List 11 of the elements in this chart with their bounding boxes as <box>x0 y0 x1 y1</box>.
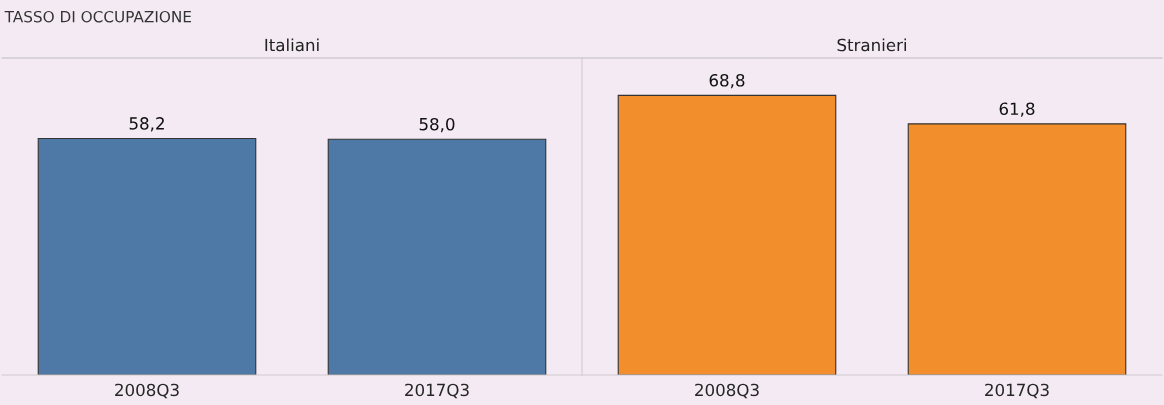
x-tick-label: 2017Q3 <box>405 383 469 399</box>
chart-subtitle: Italiani <box>265 38 319 52</box>
x-tick-label: 2017Q3 <box>985 383 1049 399</box>
data-label: 61,8 <box>999 102 1035 117</box>
chart-title: TASSO DI OCCUPAZIONE <box>4 10 191 23</box>
data-label: 68,8 <box>709 74 745 89</box>
data-label: 58,2 <box>129 117 164 132</box>
data-label: 58,0 <box>419 117 455 133</box>
x-tick-label: 2008Q3 <box>695 383 759 399</box>
chart-subtitle: Stranieri <box>837 38 906 52</box>
x-tick-label: 2008Q3 <box>115 383 179 399</box>
